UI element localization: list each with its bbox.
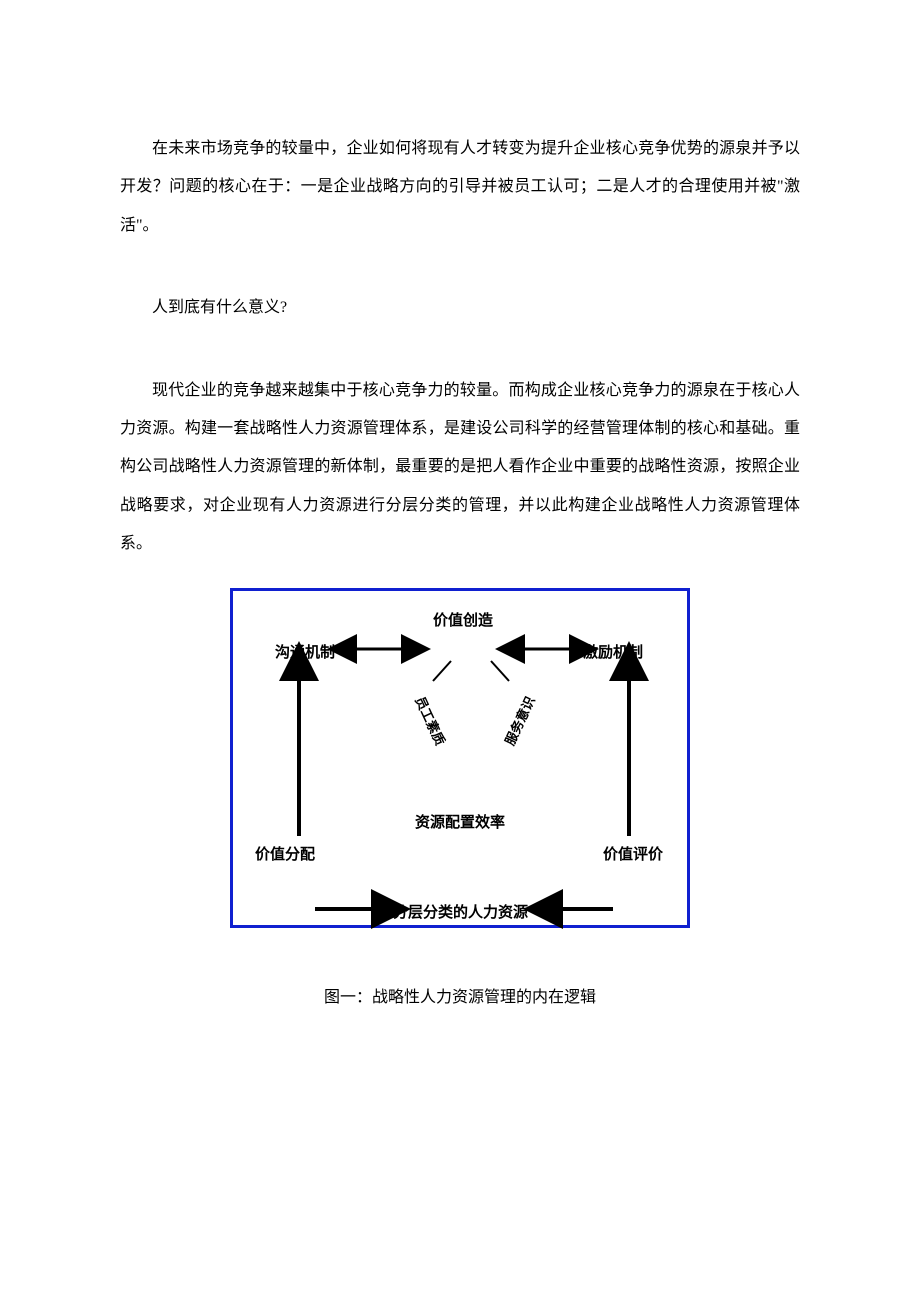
spacer	[120, 352, 800, 372]
label-top-left: 沟通机制	[275, 641, 335, 662]
label-top-right: 激励机制	[583, 641, 643, 662]
label-top-center: 价值创造	[433, 609, 493, 630]
paragraph-intro: 在未来市场竞争的较量中，企业如何将现有人才转变为提升企业核心竞争优势的源泉并予以…	[120, 130, 800, 245]
label-bottom-right: 价值评价	[603, 843, 663, 864]
hr-logic-diagram: 价值创造 沟通机制 激励机制 员工素质 服务意识 资源配置效率 价值分配 价值评…	[230, 588, 690, 928]
label-bottom-left: 价值分配	[255, 843, 315, 864]
paragraph-body: 现代企业的竞争越来越集中于核心竞争力的较量。而构成企业核心竞争力的源泉在于核心人…	[120, 372, 800, 564]
heading-question: 人到底有什么意义?	[120, 289, 800, 327]
label-mid-center: 资源配置效率	[415, 811, 505, 832]
label-bottom-center: 分层分类的人力资源	[393, 901, 528, 922]
spacer	[120, 269, 800, 289]
diagram-caption: 图一：战略性人力资源管理的内在逻辑	[120, 983, 800, 1007]
